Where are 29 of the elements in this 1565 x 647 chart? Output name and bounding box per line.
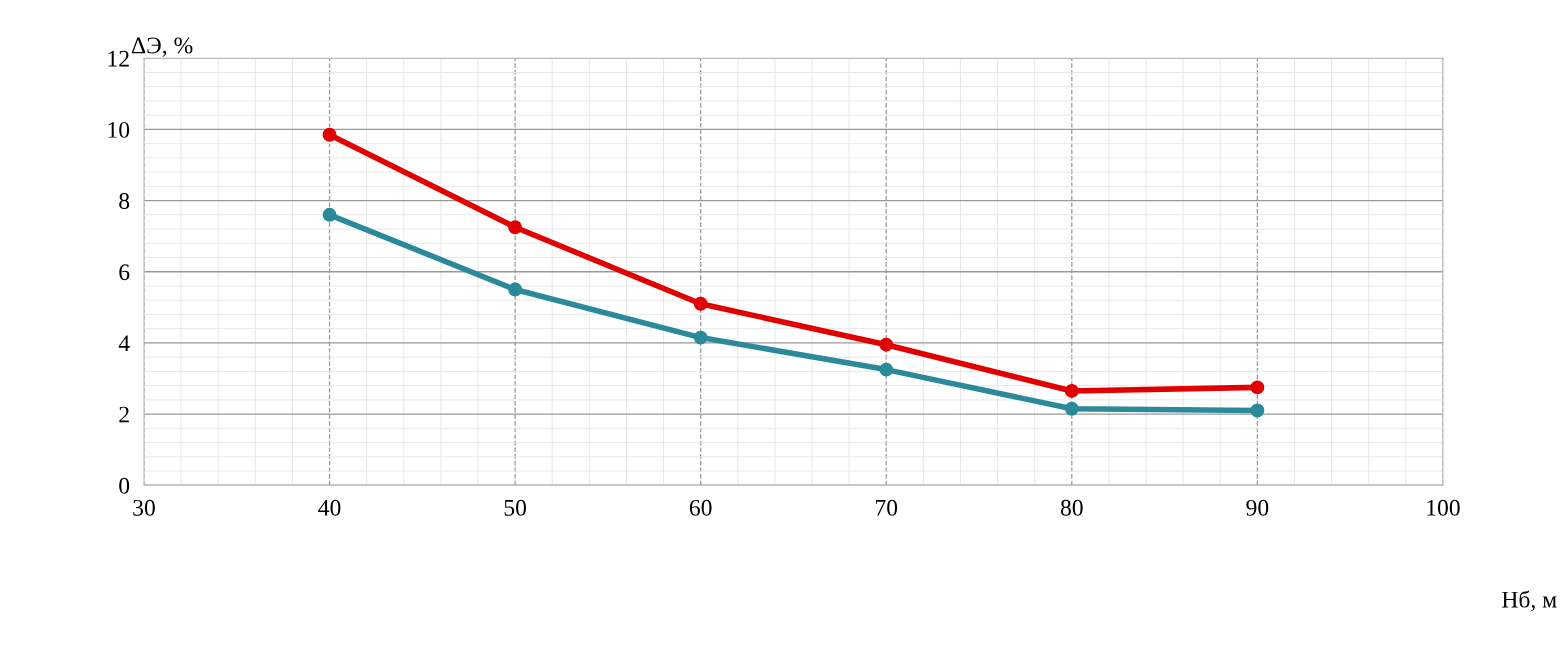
point <box>879 337 894 352</box>
point <box>322 207 337 222</box>
x-tick-label: 70 <box>875 499 898 516</box>
x-tick-label: 100 <box>1427 499 1460 516</box>
point <box>1250 380 1265 395</box>
point <box>879 362 894 377</box>
x-tick-label: 90 <box>1246 499 1269 516</box>
y-tick-label: 0 <box>119 477 130 494</box>
point <box>508 282 523 297</box>
point <box>508 220 523 235</box>
y-tick-label: 4 <box>118 335 130 352</box>
x-tick-label: 50 <box>504 499 527 516</box>
x-tick-label: 80 <box>1060 499 1083 516</box>
point <box>693 330 708 345</box>
y-tick-label: 2 <box>119 406 129 423</box>
point <box>1064 401 1079 416</box>
y-tick-label: 12 <box>108 50 129 67</box>
y-tick-label: 8 <box>119 193 130 209</box>
point <box>1250 403 1265 418</box>
x-tick-label: 40 <box>318 499 341 516</box>
y-axis-title: ΔЭ, % <box>131 37 193 57</box>
x-tick-label: 60 <box>689 499 712 516</box>
point <box>693 296 708 311</box>
x-tick-label: 30 <box>133 499 155 516</box>
y-tick-label: 10 <box>108 121 130 138</box>
point <box>1064 384 1079 398</box>
point <box>322 127 337 142</box>
x-axis-title: Нб, м <box>1502 590 1557 612</box>
y-tick-label: 6 <box>119 264 130 281</box>
